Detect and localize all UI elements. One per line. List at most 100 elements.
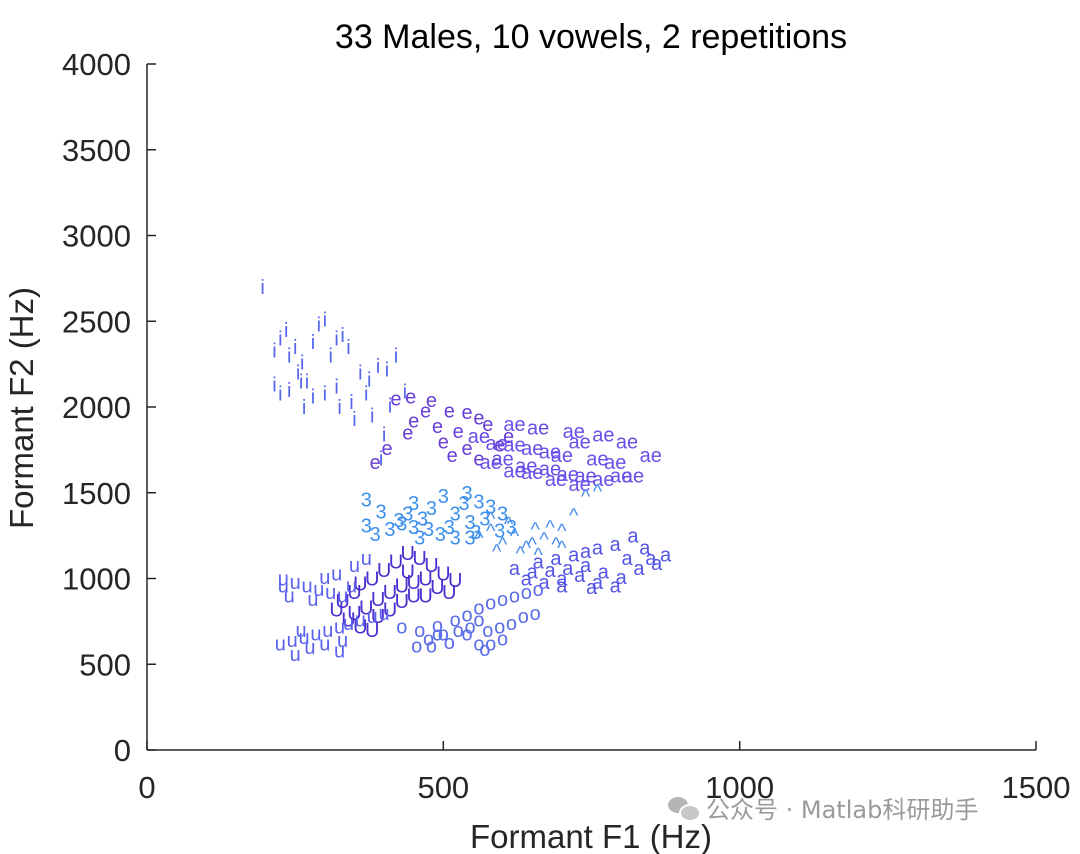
vowel-point-3: 3 <box>414 527 425 549</box>
vowel-point-i: i <box>293 337 297 359</box>
vowel-point-o: o <box>432 615 443 637</box>
y-tick-label: 2000 <box>62 390 131 425</box>
vowel-point-caret: ^ <box>486 508 496 530</box>
vowel-point-a: a <box>598 562 610 584</box>
vowel-point-o: o <box>485 634 496 656</box>
vowel-point-ae: ae <box>486 433 508 455</box>
vowel-point-i: i <box>367 370 371 392</box>
vowel-point-U: U <box>383 582 397 604</box>
vowel-point-i: i <box>278 328 282 350</box>
vowel-point-i: i <box>272 375 276 397</box>
vowel-point-i: i <box>284 320 288 342</box>
vowel-point-i: i <box>379 448 383 470</box>
vowel-point-i: i <box>323 310 327 332</box>
vowel-point-U: U <box>347 582 361 604</box>
vowel-point-e: e <box>405 387 416 409</box>
vowel-point-U: U <box>359 598 373 620</box>
watermark-text: 公众号 · Matlab科研助手 <box>706 796 979 824</box>
vowel-point-o: o <box>423 629 434 651</box>
vowel-point-3: 3 <box>459 493 470 515</box>
y-axis-title: Formant F2 (Hz) <box>3 287 40 529</box>
vowel-point-caret: ^ <box>545 517 555 539</box>
vowel-point-a: a <box>639 538 651 560</box>
vowel-point-o: o <box>494 617 505 639</box>
vowel-point-i: i <box>260 277 264 299</box>
vowel-point-a: a <box>610 575 622 597</box>
vowel-point-o: o <box>521 582 532 604</box>
vowel-point-o: o <box>482 620 493 642</box>
vowel-point-a: a <box>621 548 633 570</box>
vowel-point-U: U <box>406 586 420 608</box>
vowel-point-U: U <box>371 589 385 611</box>
y-tick-label: 2500 <box>62 304 131 339</box>
vowel-point-a: a <box>586 577 598 599</box>
vowel-point-o: o <box>485 593 496 615</box>
vowel-point-u: u <box>298 627 309 649</box>
vowel-point-o: o <box>461 605 472 627</box>
vowel-point-ae: ae <box>539 442 561 464</box>
vowel-point-o: o <box>396 617 407 639</box>
vowel-point-i: i <box>346 337 350 359</box>
vowel-point-3: 3 <box>494 520 505 542</box>
vowel-point-i: i <box>317 315 321 337</box>
vowel-point-ae: ae <box>586 448 608 470</box>
vowel-point-3: 3 <box>450 503 461 525</box>
vowel-point-i: i <box>349 392 353 414</box>
vowel-point-a: a <box>562 558 574 580</box>
vowel-point-U: U <box>418 569 432 591</box>
vowel-point-e: e <box>503 426 514 448</box>
vowel-point-U: U <box>353 574 367 596</box>
vowel-point-u: u <box>331 563 342 585</box>
vowel-point-e: e <box>432 416 443 438</box>
vowel-point-e: e <box>473 448 484 470</box>
vowel-point-3: 3 <box>408 517 419 539</box>
vowel-point-caret: ^ <box>551 534 561 556</box>
vowel-point-ae: ae <box>551 445 573 467</box>
vowel-point-caret: ^ <box>533 544 543 566</box>
vowel-point-caret: ^ <box>557 538 567 560</box>
vowel-point-o: o <box>444 632 455 654</box>
vowel-point-o: o <box>530 603 541 625</box>
vowel-point-ae: ae <box>468 426 490 448</box>
vowel-point-U: U <box>365 620 379 642</box>
vowel-point-3: 3 <box>473 491 484 513</box>
vowel-point-o: o <box>411 635 422 657</box>
vowel-point-U: U <box>365 569 379 591</box>
vowel-point-U: U <box>401 543 415 565</box>
vowel-point-caret: ^ <box>581 486 591 508</box>
vowel-point-i: i <box>403 382 407 404</box>
vowel-point-ae: ae <box>521 438 543 460</box>
watermark: 公众号 · Matlab科研助手 <box>668 790 978 825</box>
vowel-point-a: a <box>533 551 545 573</box>
vowel-point-3: 3 <box>461 483 472 505</box>
vowel-point-u: u <box>334 641 345 663</box>
vowel-point-caret: ^ <box>486 520 496 542</box>
vowel-point-caret: ^ <box>528 534 538 556</box>
vowel-point-u: u <box>310 623 321 645</box>
vowel-point-3: 3 <box>361 515 372 537</box>
vowel-point-u: u <box>296 620 307 642</box>
y-tick-label: 0 <box>114 733 131 768</box>
vowel-point-i: i <box>394 346 398 368</box>
vowel-point-3: 3 <box>435 524 446 546</box>
y-tick-label: 4000 <box>62 47 131 82</box>
vowel-point-e: e <box>461 402 472 424</box>
vowel-point-3: 3 <box>393 510 404 532</box>
x-tick-label: 0 <box>138 770 155 805</box>
vowel-point-ae: ae <box>569 474 591 496</box>
vowel-point-ae: ae <box>539 459 561 481</box>
vowel-point-u: u <box>379 603 390 625</box>
vowel-point-a: a <box>568 544 580 566</box>
vowel-point-o: o <box>506 613 517 635</box>
vowel-point-a: a <box>616 567 628 589</box>
vowel-point-e: e <box>408 411 419 433</box>
vowel-point-U: U <box>436 563 450 585</box>
vowel-point-i: i <box>358 363 362 385</box>
vowel-point-i: i <box>340 325 344 347</box>
vowel-point-i: i <box>364 383 368 405</box>
vowel-point-ae: ae <box>480 452 502 474</box>
y-tick-label: 1500 <box>62 476 131 511</box>
vowel-point-o: o <box>473 610 484 632</box>
vowel-point-u: u <box>278 575 289 597</box>
vowel-point-3: 3 <box>479 508 490 530</box>
